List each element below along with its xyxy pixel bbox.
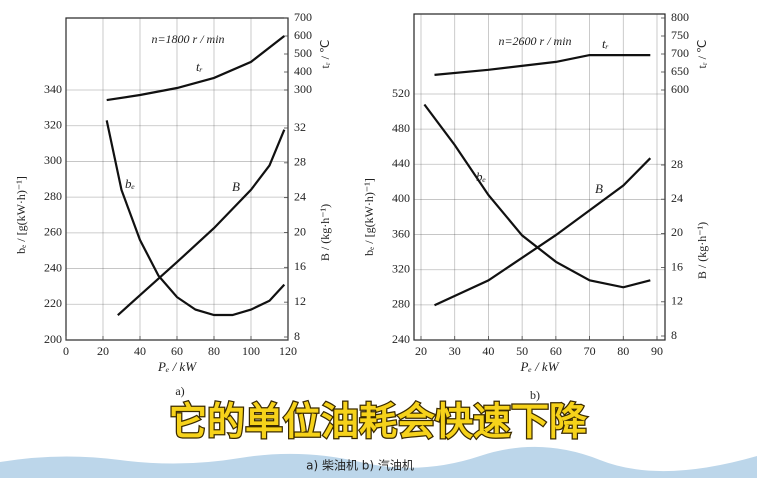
x-tick-label: 60 — [550, 344, 562, 358]
curve-label: tᵣ — [196, 59, 203, 74]
y-tick-label: 280 — [44, 189, 62, 203]
curve — [105, 120, 286, 317]
x-tick-label: 70 — [584, 344, 596, 358]
caption: a) 柴油机 b) 汽油机 — [306, 458, 414, 473]
y2-tick-label: 12 — [671, 294, 683, 308]
y2-tick-label: 12 — [294, 294, 306, 308]
x-tick-label: 80 — [617, 344, 629, 358]
y3-tick-label: 650 — [671, 64, 689, 78]
y2-tick-label: 28 — [294, 155, 306, 169]
curve-label: B — [595, 181, 603, 196]
y-tick-label: 360 — [392, 226, 410, 240]
x-tick-label: 40 — [482, 344, 494, 358]
y3-axis-label: tᵣ / ℃ — [318, 40, 332, 69]
y-axis-label: bₑ / [g(kW·h)⁻¹] — [14, 176, 28, 254]
y2-tick-label: 24 — [294, 189, 306, 203]
curve-label: bₑ — [476, 169, 486, 184]
y2-tick-label: 20 — [294, 224, 306, 238]
y-axis-label: bₑ / [g(kW·h)⁻¹] — [362, 178, 376, 256]
y-tick-label: 320 — [44, 117, 62, 131]
y3-tick-label: 300 — [294, 82, 312, 96]
plot-frame — [413, 13, 666, 341]
x-tick-label: 20 — [97, 344, 109, 358]
y2-axis-label: B / (kg·h⁻¹) — [318, 204, 332, 261]
y-tick-label: 200 — [44, 332, 62, 346]
y3-tick-label: 700 — [671, 46, 689, 60]
y-tick-label: 260 — [44, 225, 62, 239]
y2-tick-label: 16 — [294, 259, 306, 273]
video-band — [0, 446, 757, 478]
y3-tick-label: 600 — [671, 82, 689, 96]
x-tick-label: 120 — [279, 344, 297, 358]
y2-tick-label: 8 — [671, 328, 677, 342]
x-axis-label: Pₑ / kW — [157, 359, 197, 374]
y-tick-label: 340 — [44, 82, 62, 96]
x-tick-label: 40 — [134, 344, 146, 358]
curve — [106, 35, 285, 102]
y3-tick-label: 500 — [294, 46, 312, 60]
x-tick-label: 0 — [63, 344, 69, 358]
y3-tick-label: 750 — [671, 28, 689, 42]
y-tick-label: 300 — [44, 153, 62, 167]
x-tick-label: 50 — [516, 344, 528, 358]
y-tick-label: 220 — [44, 296, 62, 310]
y-tick-label: 480 — [392, 121, 410, 135]
y-tick-label: 400 — [392, 191, 410, 205]
speed-label: n=1800 r / min — [151, 32, 224, 46]
x-tick-label: 100 — [242, 344, 260, 358]
y2-tick-label: 20 — [671, 225, 683, 239]
y3-axis-label: tᵣ / ℃ — [695, 40, 709, 69]
curve — [423, 103, 651, 289]
y-tick-label: 240 — [392, 332, 410, 346]
y-tick-label: 320 — [392, 261, 410, 275]
y-tick-label: 240 — [44, 260, 62, 274]
panel-label: a) — [175, 384, 184, 398]
curve — [434, 54, 651, 76]
x-tick-label: 90 — [651, 344, 663, 358]
y3-tick-label: 700 — [294, 10, 312, 24]
x-tick-label: 80 — [208, 344, 220, 358]
y2-tick-label: 24 — [671, 191, 683, 205]
y3-tick-label: 600 — [294, 28, 312, 42]
y3-tick-label: 800 — [671, 10, 689, 24]
y2-tick-label: 28 — [671, 157, 683, 171]
y2-tick-label: 8 — [294, 329, 300, 343]
x-axis-label: Pₑ / kW — [519, 359, 559, 374]
y2-tick-label: 16 — [671, 259, 683, 273]
y2-tick-label: 32 — [294, 120, 306, 134]
x-tick-label: 30 — [449, 344, 461, 358]
speed-label: n=2600 r / min — [498, 34, 571, 48]
subtitle: 它的单位油耗会快速下降 — [169, 400, 587, 444]
y3-tick-label: 400 — [294, 64, 312, 78]
curve — [434, 157, 652, 307]
x-tick-label: 60 — [171, 344, 183, 358]
curve-label: B — [232, 179, 240, 194]
panel-label: b) — [530, 388, 540, 402]
x-tick-label: 20 — [415, 344, 427, 358]
y-tick-label: 520 — [392, 86, 410, 100]
curve-label: bₑ — [125, 176, 135, 191]
curve — [117, 129, 286, 317]
y2-axis-label: B / (kg·h⁻¹) — [695, 222, 709, 279]
curve-label: tᵣ — [602, 36, 609, 51]
y-tick-label: 440 — [392, 156, 410, 170]
y-tick-label: 280 — [392, 297, 410, 311]
